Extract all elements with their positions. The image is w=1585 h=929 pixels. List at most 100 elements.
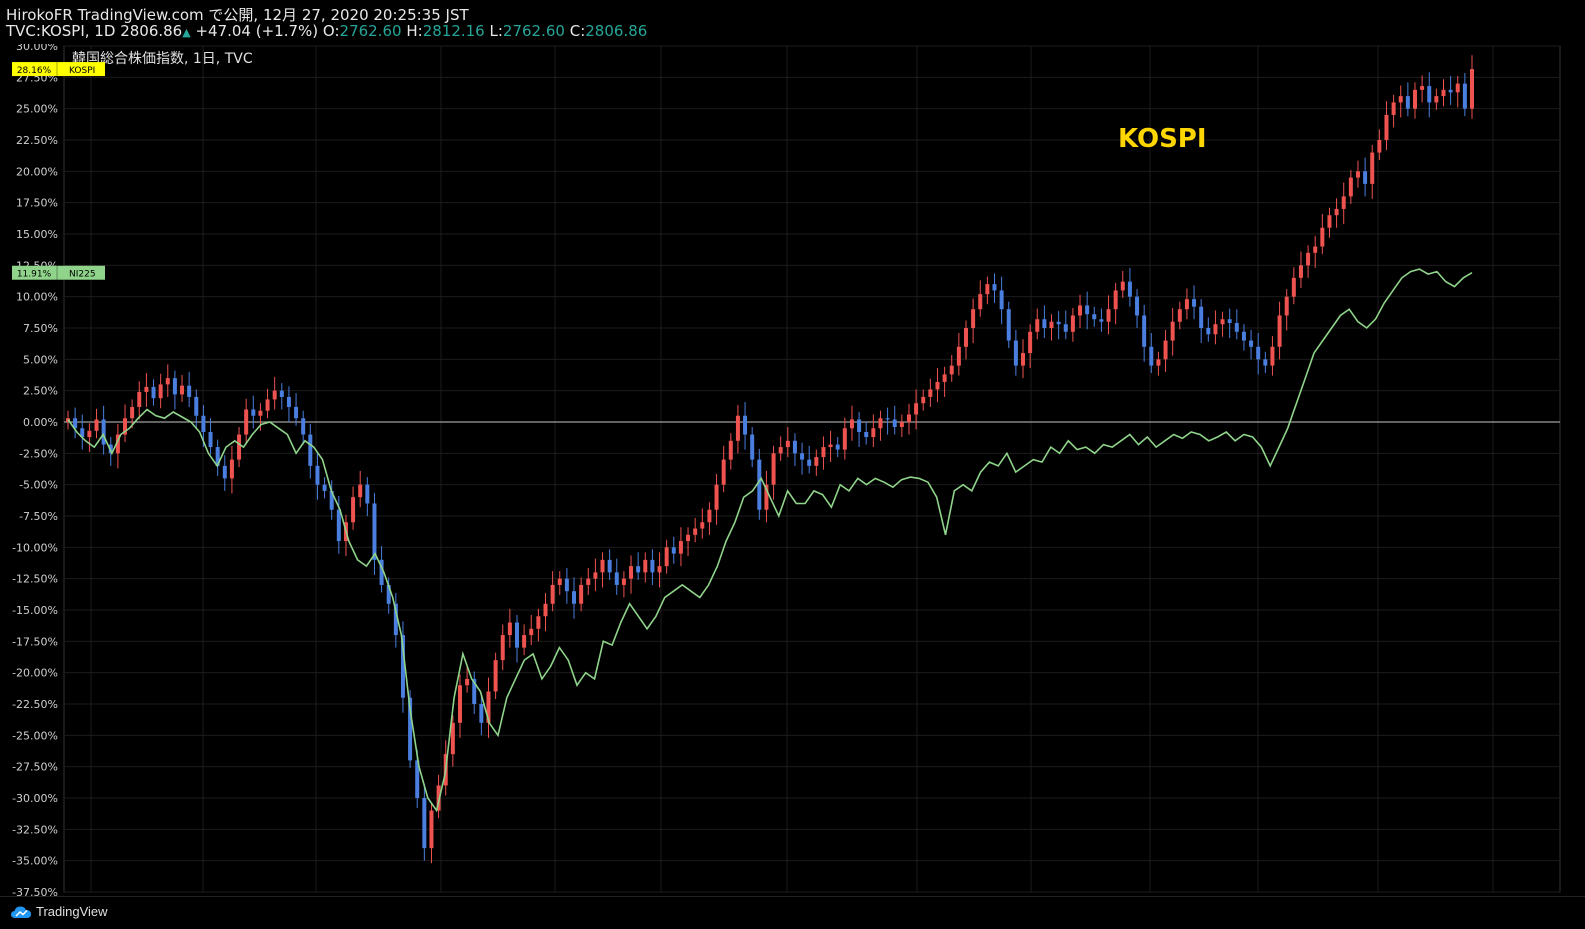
kospi-candle	[935, 381, 940, 390]
kospi-candle	[1199, 306, 1204, 328]
kospi-candle	[864, 432, 869, 438]
kospi-candle	[1256, 346, 1261, 360]
kospi-candle	[158, 384, 163, 399]
close-label: C:	[569, 22, 586, 40]
low-label: L:	[489, 22, 503, 40]
kospi-candle	[308, 434, 313, 466]
kospi-candle	[1142, 315, 1147, 347]
kospi-candle	[1327, 215, 1332, 228]
kospi-candle	[194, 396, 199, 416]
kospi-candle	[400, 635, 405, 698]
y-tick-label: 15.00%	[16, 228, 58, 241]
kospi-candle	[743, 415, 748, 435]
kospi-candle	[985, 284, 990, 295]
kospi-candle	[1298, 265, 1303, 278]
kospi-candle	[1363, 171, 1368, 184]
kospi-candle	[757, 459, 762, 510]
kospi-candle	[429, 810, 434, 849]
y-tick-label: 7.50%	[23, 322, 58, 335]
kospi-candle	[1320, 227, 1325, 247]
kospi-candle	[1448, 89, 1453, 93]
kospi-candle	[450, 722, 455, 755]
kospi-candle	[992, 284, 997, 291]
kospi-candle	[123, 418, 128, 435]
kospi-candle	[835, 444, 840, 450]
kospi-candle	[386, 584, 391, 604]
kospi-candle	[607, 559, 612, 573]
y-tick-label: -25.00%	[12, 729, 58, 742]
kospi-candle	[514, 622, 519, 648]
tradingview-brand[interactable]: TradingView	[36, 904, 108, 919]
kospi-candle	[1398, 96, 1403, 103]
kospi-candle	[1170, 321, 1175, 341]
kospi-candle	[1063, 324, 1068, 332]
kospi-candle	[1441, 89, 1446, 97]
kospi-candle	[1021, 353, 1026, 366]
kospi-candle	[885, 418, 890, 420]
kospi-candle	[971, 309, 976, 328]
kospi-candle	[1013, 340, 1018, 366]
open-value: 2762.60	[339, 22, 402, 40]
kospi-candle	[457, 685, 462, 723]
kospi-candle	[472, 678, 477, 704]
kospi-candle	[664, 547, 669, 567]
kospi-candle	[529, 628, 534, 636]
kospi-candle	[1427, 86, 1432, 103]
kospi-candle	[336, 509, 341, 542]
kospi-candle	[1177, 309, 1182, 322]
kospi-candle	[629, 566, 634, 579]
kospi-candle	[1042, 319, 1047, 328]
kospi-candle	[372, 503, 377, 560]
symbol-label[interactable]: TVC:KOSPI, 1D	[6, 22, 116, 40]
kospi-candle	[878, 418, 883, 429]
kospi-candle	[144, 386, 149, 392]
kospi-candle	[1405, 96, 1410, 109]
kospi-candle	[1049, 321, 1054, 328]
kospi-candle	[949, 365, 954, 375]
kospi-candle	[686, 534, 691, 542]
y-tick-label: -12.50%	[12, 573, 58, 586]
chart-canvas[interactable]: 30.00%27.50%25.00%22.50%20.00%17.50%15.0…	[0, 44, 1585, 896]
kospi-candle	[251, 409, 256, 416]
kospi-candle	[650, 559, 655, 573]
kospi-candle	[1056, 321, 1061, 325]
kospi-candle	[522, 635, 527, 648]
kospi-candle	[115, 434, 120, 454]
kospi-candle	[286, 396, 291, 407]
kospi-candle	[379, 559, 384, 585]
kospi-candle	[294, 406, 299, 419]
kospi-candle	[1135, 296, 1140, 316]
kospi-candle	[536, 616, 541, 629]
kospi-candle	[329, 490, 334, 510]
price-label-box	[12, 62, 105, 77]
y-tick-label: -2.50%	[19, 447, 58, 460]
kospi-candle	[80, 428, 85, 438]
kospi-candle	[1355, 171, 1360, 178]
kospi-candle	[1085, 305, 1090, 315]
change-value: +47.04 (+1.7%)	[195, 22, 319, 40]
kospi-annotation: KOSPI	[1118, 124, 1207, 154]
kospi-candle	[543, 603, 548, 617]
kospi-candle	[750, 434, 755, 460]
kospi-candle	[507, 622, 512, 636]
kospi-candle	[721, 459, 726, 485]
kospi-candle	[1206, 328, 1211, 335]
up-triangle-icon: ▲	[182, 26, 191, 39]
kospi-candle	[1149, 346, 1154, 366]
kospi-candle	[1106, 309, 1111, 322]
kospi-candle	[978, 294, 983, 310]
kospi-candle	[842, 428, 847, 450]
price-label-kospi: 28.16% KOSPI	[12, 62, 105, 77]
kospi-candle	[1263, 359, 1268, 366]
kospi-candle	[714, 484, 719, 510]
kospi-candle	[1434, 96, 1439, 103]
y-tick-label: 20.00%	[16, 165, 58, 178]
kospi-candle	[165, 378, 170, 385]
kospi-candle	[351, 497, 356, 523]
kospi-candle	[222, 465, 227, 479]
kospi-candle	[1348, 177, 1353, 197]
kospi-candle	[101, 419, 106, 445]
kospi-candle	[315, 465, 320, 485]
y-tick-label: -30.00%	[12, 792, 58, 805]
chart-title: 韓国総合株価指数, 1日, TVC	[72, 51, 253, 67]
